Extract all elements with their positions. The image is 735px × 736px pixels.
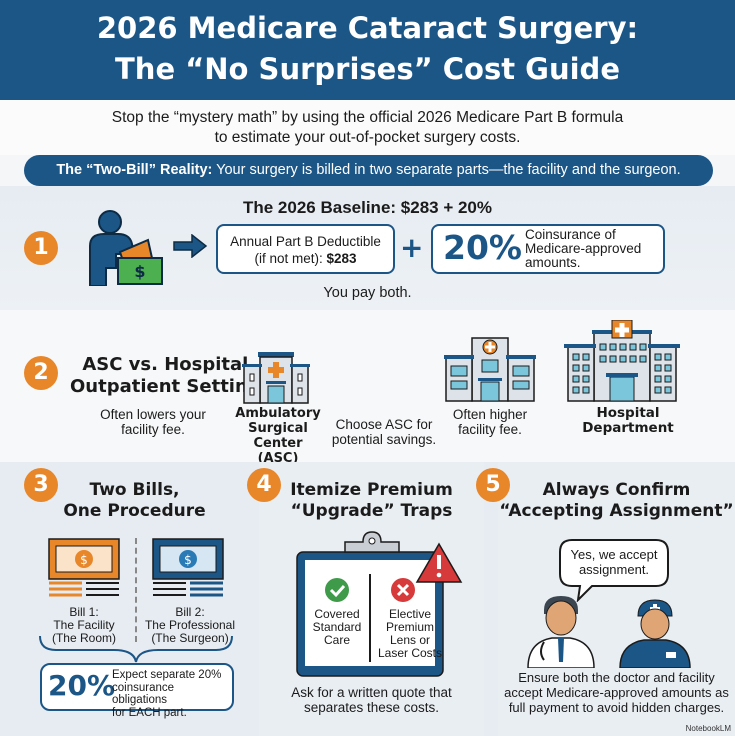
coinsurance-text: Coinsurance of Medicare-approved amounts… xyxy=(525,227,642,270)
intro-text: Stop the “mystery math” by using the off… xyxy=(0,100,735,155)
separate-coinsurance-box: 20% Expect separate 20% coinsurance oblig… xyxy=(40,663,234,719)
asc-label: Ambulatory Surgical Center (ASC) xyxy=(235,406,321,466)
svg-text:$: $ xyxy=(134,262,145,281)
assignment-note: Ensure both the doctor and facility accep… xyxy=(504,670,729,715)
svg-text:$: $ xyxy=(184,553,192,567)
covered-standard-care: Covered Standard Care xyxy=(312,607,362,647)
plus-sign: + xyxy=(400,231,424,264)
hospital-building-icon xyxy=(444,337,536,402)
brace-icon xyxy=(39,635,233,663)
section-upgrade-traps: 4 Itemize Premium “Upgrade” Traps Covered… xyxy=(247,462,484,736)
speech-bubble-icon xyxy=(559,539,669,602)
step-number-5: 5 xyxy=(476,468,510,502)
hospital-department-icon xyxy=(564,320,680,402)
separate-coinsurance-percent: 20% xyxy=(48,669,116,702)
clipboard-icon xyxy=(296,531,463,677)
surgeon-icon xyxy=(619,599,691,668)
elective-premium-costs: Elective Premium Lens or Laser Costs xyxy=(377,607,443,660)
svg-text:$: $ xyxy=(80,553,88,567)
two-bills-title: Two Bills, One Procedure xyxy=(63,480,206,521)
facility-bill-icon: $ xyxy=(48,538,120,597)
you-pay-both: You pay both. xyxy=(323,285,412,301)
asc-building-icon xyxy=(242,352,310,404)
deductible-label: Annual Part B Deductible xyxy=(230,234,381,249)
asc-note: Often lowers your facility fee. xyxy=(100,407,206,437)
coinsurance-box: 20% Coinsurance of Medicare-approved amo… xyxy=(431,224,665,274)
two-bill-banner: The “Two-Bill” Reality: Your surgery is … xyxy=(24,155,713,186)
baseline-title: The 2026 Baseline: $283 + 20% xyxy=(242,198,492,217)
section-two-bills: 3 Two Bills, One Procedure $ $ Bill 1: The… xyxy=(0,462,245,736)
notebooklm-watermark: NotebookLM xyxy=(685,724,731,733)
doctor-icon xyxy=(527,596,595,668)
upgrade-traps-title: Itemize Premium “Upgrade” Traps xyxy=(290,480,453,521)
arrow-right-icon xyxy=(173,234,208,258)
intro-line-2: to estimate your out-of-pocket surgery c… xyxy=(214,129,521,146)
banner-bold: The “Two-Bill” Reality: xyxy=(56,162,213,178)
professional-bill-icon: $ xyxy=(152,538,224,597)
asc-title: ASC vs. Hospital Outpatient Setting xyxy=(70,354,261,397)
deductible-amount: $283 xyxy=(326,251,357,266)
bill-divider xyxy=(135,538,137,642)
bill-1-label: Bill 1: The Facility (The Room) xyxy=(51,605,116,645)
step-number-2: 2 xyxy=(24,356,58,390)
intro-line-1: Stop the “mystery math” by using the off… xyxy=(111,109,624,126)
coinsurance-percent: 20% xyxy=(443,228,522,267)
section-accepting-assignment: 5 Always Confirm “Accepting Assignment” Y… xyxy=(476,462,735,736)
person-paying-icon: $ xyxy=(89,210,163,286)
banner-text: Your surgery is billed in two separate p… xyxy=(212,162,681,178)
written-quote-note: Ask for a written quote that separates th… xyxy=(291,685,452,715)
step-number-4: 4 xyxy=(247,468,281,502)
step-number-1: 1 xyxy=(24,231,58,265)
deductible-condition: (if not met): xyxy=(254,251,327,266)
accepting-assignment-title: Always Confirm “Accepting Assignment” xyxy=(499,480,734,521)
page-title: 2026 Medicare Cataract Surgery: The “No … xyxy=(0,0,735,100)
hospital-department-label: Hospital Department xyxy=(582,405,674,436)
step-number-3: 3 xyxy=(24,468,58,502)
separate-coinsurance-text: Expect separate 20% coinsurance obligatio… xyxy=(112,669,222,719)
title-line-1: 2026 Medicare Cataract Surgery: xyxy=(96,11,639,45)
section-asc-vs-hospital: 2 ASC vs. Hospital Outpatient Setting Of… xyxy=(0,310,735,466)
hospital-note: Often higher facility fee. xyxy=(452,407,528,437)
choose-asc-note: Choose ASC for potential savings. xyxy=(331,417,437,447)
bill-2-label: Bill 2: The Professional (The Surgeon) xyxy=(144,605,236,645)
speech-text: Yes, we accept assignment. xyxy=(570,547,658,577)
deductible-box: Annual Part B Deductible (if not met): $… xyxy=(216,224,395,274)
section-baseline: The 2026 Baseline: $283 + 20% 1 $ Annual… xyxy=(0,186,735,310)
title-line-2: The “No Surprises” Cost Guide xyxy=(115,52,620,86)
